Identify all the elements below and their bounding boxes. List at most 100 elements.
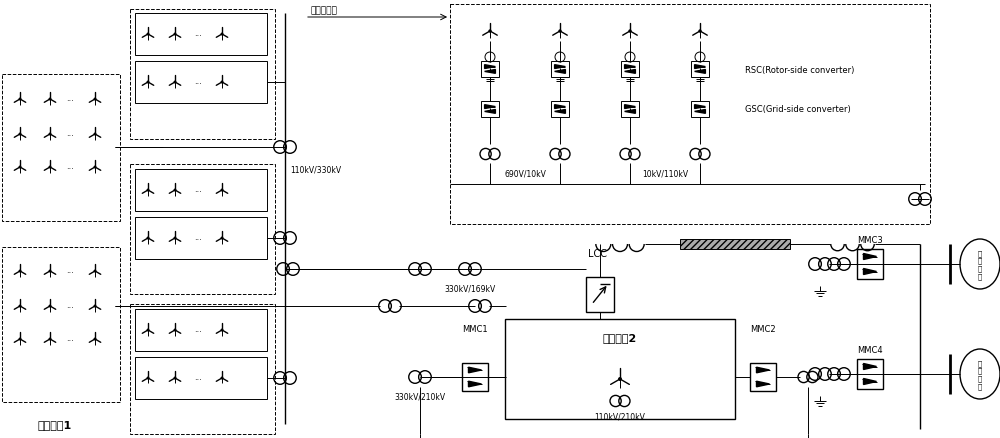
Circle shape [147,34,149,35]
Text: 110kV/330kV: 110kV/330kV [290,166,341,175]
Polygon shape [625,66,635,69]
Text: 110kV/210kV: 110kV/210kV [595,412,645,421]
Text: ···: ··· [194,80,202,89]
Bar [135,357,267,399]
Circle shape [94,306,96,307]
Text: ···: ··· [194,32,202,42]
Text: ···: ··· [194,328,202,337]
Text: MMC2: MMC2 [750,324,776,333]
Polygon shape [469,381,482,387]
Polygon shape [625,110,635,114]
Text: GSC(Grid-side converter): GSC(Grid-side converter) [745,105,851,114]
Polygon shape [695,106,705,109]
Circle shape [174,378,176,379]
Bar [135,14,267,56]
Circle shape [49,271,51,272]
Circle shape [699,31,701,33]
Text: 330kV/169kV: 330kV/169kV [444,284,496,293]
Circle shape [174,34,176,35]
Circle shape [147,378,149,379]
Bar [551,62,569,78]
Polygon shape [485,71,495,74]
Polygon shape [555,71,565,74]
Bar [450,5,930,225]
Bar [2,75,120,222]
Text: 330kV/210kV: 330kV/210kV [394,392,446,401]
Bar [130,165,275,294]
Circle shape [619,378,621,380]
Circle shape [49,306,51,307]
Circle shape [221,190,223,191]
Circle shape [559,31,561,33]
Bar [135,170,267,212]
Bar [481,62,499,78]
Polygon shape [864,364,876,370]
Circle shape [147,82,149,84]
Polygon shape [864,378,876,385]
Bar [857,359,883,389]
Text: ···: ··· [66,165,74,174]
Polygon shape [695,71,705,74]
Circle shape [49,134,51,135]
Bar [680,240,790,249]
Circle shape [49,339,51,340]
Polygon shape [695,110,705,114]
Circle shape [49,99,51,101]
Bar [505,319,735,419]
Circle shape [49,167,51,168]
Text: 10kV/110kV: 10kV/110kV [642,170,688,179]
Circle shape [19,134,21,135]
Text: ···: ··· [66,97,74,106]
Circle shape [221,34,223,35]
Circle shape [489,31,491,33]
Bar [135,309,267,351]
Text: 交
流
系
统: 交 流 系 统 [978,250,982,279]
Bar [857,249,883,279]
Text: ···: ··· [66,269,74,278]
Bar [135,218,267,259]
Bar [551,102,569,118]
Bar [586,277,614,312]
Bar [691,62,709,78]
Polygon shape [555,66,565,69]
Text: ···: ··· [66,304,74,313]
Text: ···: ··· [66,132,74,141]
Circle shape [174,238,176,239]
Bar [462,363,488,391]
Text: MMC3: MMC3 [857,236,883,244]
Circle shape [94,339,96,340]
Text: RSC(Rotor-side converter): RSC(Rotor-side converter) [745,65,854,74]
Text: ···: ··· [194,188,202,197]
Circle shape [147,238,149,239]
Bar [621,102,639,118]
Circle shape [174,329,176,331]
Polygon shape [864,254,876,260]
Bar [130,10,275,140]
Circle shape [221,82,223,84]
Text: MMC1: MMC1 [462,324,488,333]
Polygon shape [555,106,565,109]
Polygon shape [695,66,705,69]
Text: ···: ··· [194,376,202,385]
Bar [481,102,499,118]
Bar [135,62,267,104]
Polygon shape [485,106,495,109]
Polygon shape [469,367,482,373]
Text: 风电机组群: 风电机组群 [310,6,337,15]
Bar [130,304,275,434]
Text: 690V/10kV: 690V/10kV [504,170,546,179]
Circle shape [174,190,176,191]
Polygon shape [864,269,876,275]
Polygon shape [757,381,770,387]
Circle shape [94,99,96,101]
Text: LCC: LCC [588,248,607,258]
Text: 风电基地1: 风电基地1 [38,419,72,429]
Text: 交
流
系
统: 交 流 系 统 [978,360,982,389]
Circle shape [19,306,21,307]
Polygon shape [625,106,635,109]
Circle shape [147,329,149,331]
Bar [621,62,639,78]
Circle shape [221,238,223,239]
Bar [750,363,776,391]
Circle shape [94,271,96,272]
